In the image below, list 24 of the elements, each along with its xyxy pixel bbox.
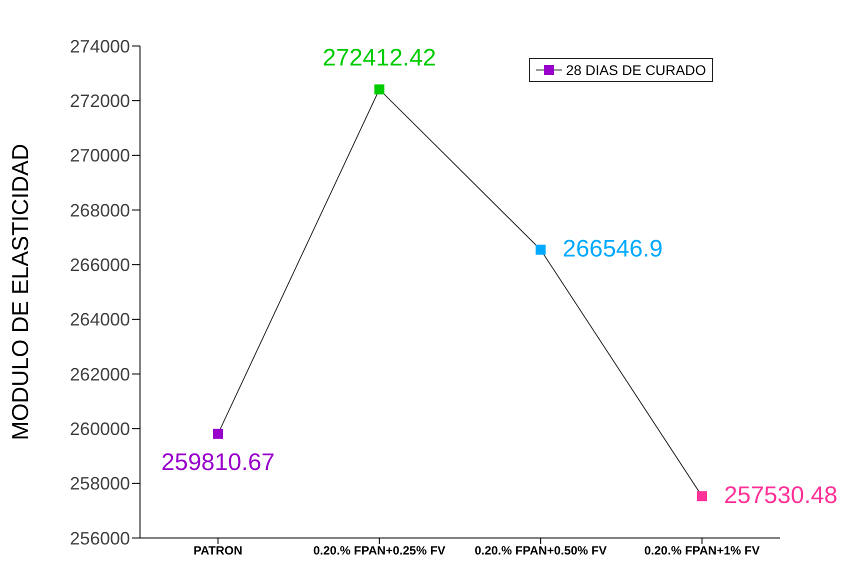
x-tick-label: 0.20.% FPAN+0.50% FV — [474, 544, 607, 558]
y-tick-label: 274000 — [70, 36, 130, 56]
y-tick-label: 260000 — [70, 419, 130, 440]
x-tick-label: PATRON — [194, 544, 242, 558]
x-tick-label: 0.20.% FPAN+0.25% FV — [313, 544, 446, 558]
y-tick-label: 262000 — [70, 364, 130, 384]
x-tick-label: 0.20.% FPAN+1% FV — [644, 544, 760, 558]
data-label: 266546.9 — [562, 236, 663, 263]
point — [213, 428, 223, 439]
y-tick-label: 256000 — [70, 528, 130, 548]
point — [697, 491, 707, 502]
y-tick-label: 258000 — [70, 474, 130, 494]
y-tick-label: 272000 — [70, 91, 130, 112]
y-tick-label: 264000 — [70, 310, 130, 330]
y-axis-title: MODULO DE ELASTICIDAD — [7, 144, 34, 440]
y-tick-label: 268000 — [70, 200, 130, 220]
point — [374, 84, 384, 94]
data-label: 272412.42 — [322, 44, 436, 72]
y-tick-label: 270000 — [70, 146, 130, 166]
point — [536, 244, 546, 255]
data-label: 257530.48 — [724, 482, 838, 510]
data-label: 259810.67 — [161, 448, 275, 476]
y-tick-label: 266000 — [70, 255, 130, 276]
legend-label: 28 DIAS DE CURADO — [566, 62, 706, 78]
